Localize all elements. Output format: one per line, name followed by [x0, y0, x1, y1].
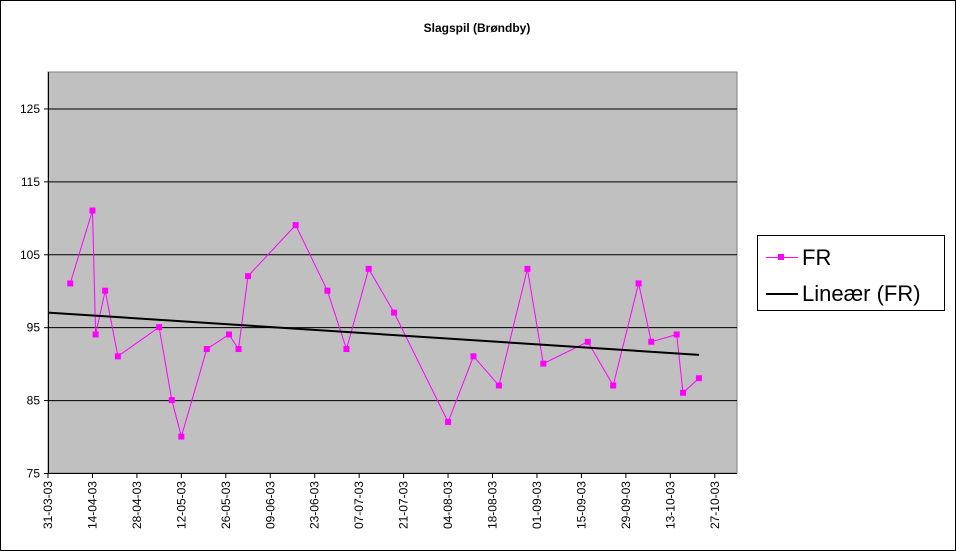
series-fr-point [584, 338, 591, 345]
series-fr-point [235, 346, 242, 353]
x-tick-label: 27-10-03 [708, 481, 722, 529]
series-fr-point [391, 309, 398, 316]
legend-label-fr: FR [802, 245, 832, 270]
x-tick-label: 26-05-03 [219, 481, 233, 529]
series-fr-point [524, 265, 531, 272]
x-tick-label: 29-09-03 [619, 481, 633, 529]
y-tick-label: 95 [27, 321, 41, 335]
legend-marker-fr [778, 254, 784, 260]
x-tick-label: 28-04-03 [130, 481, 144, 529]
x-tick-label: 07-07-03 [352, 481, 366, 529]
series-fr-point [225, 331, 232, 338]
legend-swatch-trend [766, 293, 798, 295]
x-tick-label: 01-09-03 [530, 481, 544, 529]
y-tick-label: 115 [21, 175, 40, 189]
gridlines [48, 108, 737, 402]
x-tick-label: 23-06-03 [308, 481, 322, 529]
series-fr-point [695, 375, 702, 382]
series-fr-point [178, 433, 185, 440]
x-tick-label: 15-09-03 [574, 481, 588, 529]
x-tick-label: 14-04-03 [85, 481, 99, 529]
series-fr-point [680, 389, 687, 396]
plot-area [47, 71, 738, 474]
series-fr-point [445, 418, 452, 425]
axes [48, 72, 737, 474]
legend-label-trend: Lineær (FR) [802, 281, 921, 306]
series-fr-point [540, 360, 547, 367]
x-tick-label: 18-08-03 [486, 481, 500, 529]
x-tick-label: 09-06-03 [263, 481, 277, 529]
x-tick-label: 31-03-03 [41, 481, 55, 529]
legend: FR Lineær (FR) [757, 235, 945, 311]
series-fr-point [470, 353, 477, 360]
series-trendline [47, 311, 699, 356]
series-fr-point [343, 346, 350, 353]
series-fr-point [648, 338, 655, 345]
y-tick-label: 105 [20, 248, 40, 262]
y-tick-label: 125 [20, 102, 40, 116]
series-fr-point [114, 353, 121, 360]
series-fr-point [102, 287, 109, 294]
legend-item-trend: Lineær (FR) [758, 279, 944, 309]
x-axis-ticks: 31-03-03 14-04-03 28-04-03 12-05-03 26-05-03… [41, 473, 722, 529]
series-fr-point [610, 382, 617, 389]
x-tick-label: 12-05-03 [174, 481, 188, 529]
series-fr-point [324, 287, 331, 294]
series-fr-point [168, 397, 175, 404]
series-fr-point [203, 346, 210, 353]
series-fr-point [635, 280, 642, 287]
legend-item-fr: FR [758, 243, 944, 273]
x-tick-label: 21-07-03 [397, 481, 411, 529]
x-tick-label: 13-10-03 [663, 481, 677, 529]
series-fr-point [156, 324, 163, 331]
x-tick-label: 04-08-03 [441, 481, 455, 529]
y-axis-ticks: 75 85 95 105 115 125 [20, 102, 48, 481]
y-tick-label: 85 [27, 394, 41, 408]
series-fr-point [89, 207, 96, 214]
series-fr-point [92, 331, 99, 338]
chart-title: Slagspil (Brøndby) [424, 21, 531, 35]
series-fr-point [67, 280, 74, 287]
series-fr-point [292, 222, 299, 229]
series-fr-point [365, 265, 372, 272]
y-tick-label: 75 [27, 467, 41, 481]
series-fr-point [495, 382, 502, 389]
series-fr-point [245, 273, 252, 280]
series-group [47, 207, 702, 440]
series-fr-point [673, 331, 680, 338]
